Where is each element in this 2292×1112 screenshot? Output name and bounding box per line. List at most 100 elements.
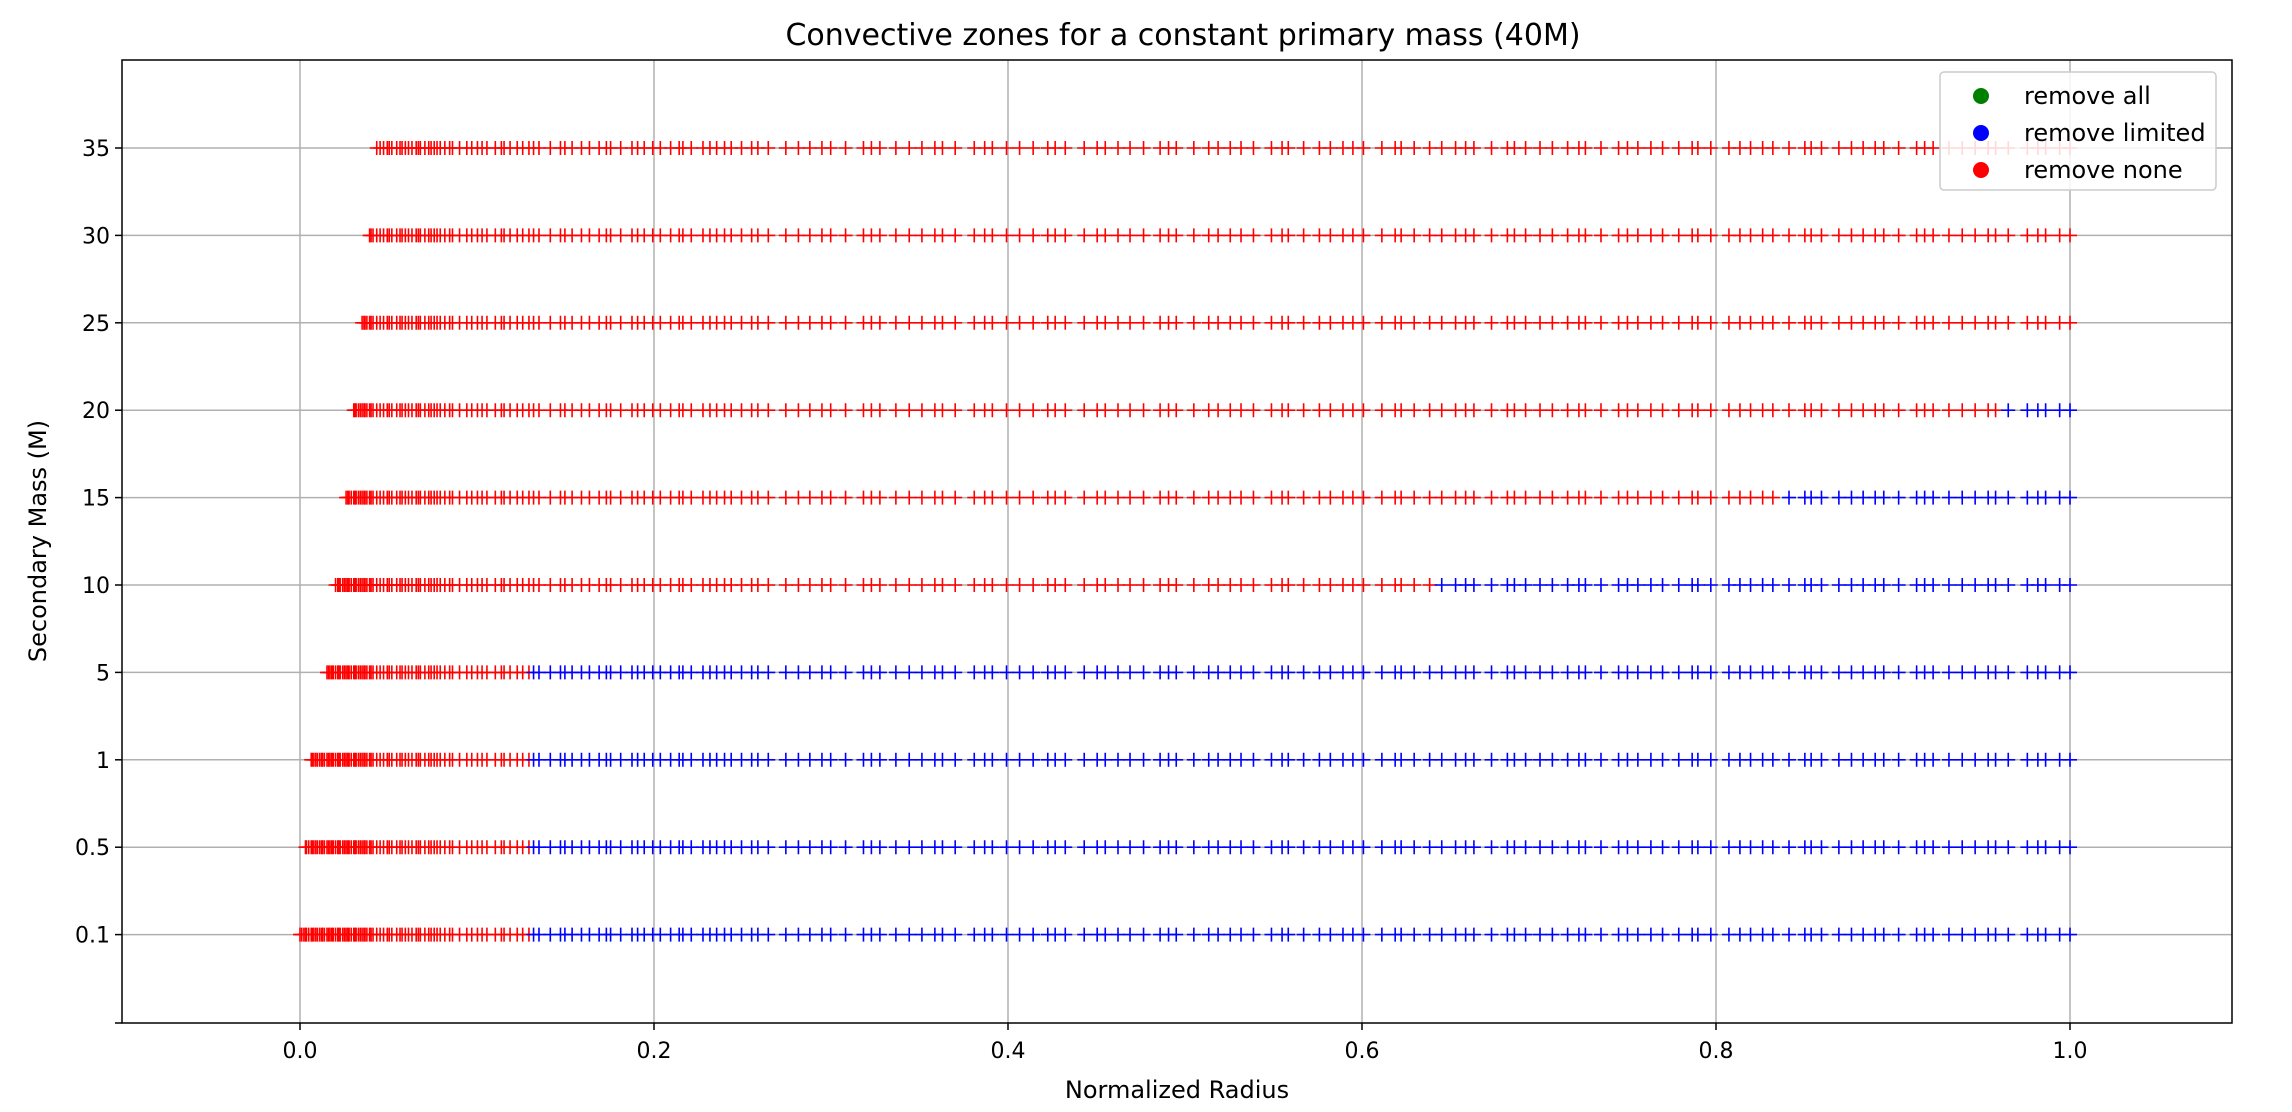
marker-remove-none bbox=[1058, 403, 1073, 418]
marker-remove-limited bbox=[1891, 578, 1906, 592]
legend-marker bbox=[1973, 88, 1989, 104]
marker-remove-limited bbox=[1941, 752, 1956, 767]
marker-remove-limited bbox=[1532, 665, 1547, 680]
marker-remove-limited bbox=[1422, 840, 1437, 855]
marker-remove-limited bbox=[1781, 490, 1796, 505]
marker-remove-none bbox=[1926, 141, 1941, 155]
marker-remove-limited bbox=[999, 927, 1014, 942]
marker-remove-none bbox=[985, 141, 1000, 155]
y-tick-label: 0.1 bbox=[75, 924, 110, 949]
marker-remove-limited bbox=[1123, 840, 1138, 855]
marker-remove-limited bbox=[1876, 665, 1891, 680]
marker-remove-limited bbox=[1323, 665, 1338, 680]
marker-remove-none bbox=[778, 141, 793, 155]
y-tick-label: 30 bbox=[82, 224, 110, 249]
marker-remove-limited bbox=[1655, 752, 1670, 767]
marker-remove-limited bbox=[1296, 927, 1311, 942]
marker-remove-limited bbox=[1655, 840, 1670, 855]
marker-remove-none bbox=[1743, 141, 1758, 155]
marker-remove-limited bbox=[1926, 665, 1941, 680]
marker-remove-none bbox=[684, 141, 699, 155]
marker-remove-limited bbox=[778, 927, 793, 942]
marker-remove-limited bbox=[684, 840, 699, 855]
marker-remove-none bbox=[1856, 228, 1871, 243]
marker-remove-none bbox=[838, 141, 853, 155]
marker-remove-none bbox=[948, 403, 963, 418]
marker-remove-none bbox=[1281, 315, 1296, 330]
marker-remove-limited bbox=[1765, 927, 1780, 942]
marker-remove-limited bbox=[1077, 752, 1092, 767]
chart-title: Convective zones for a constant primary … bbox=[785, 18, 1580, 53]
marker-remove-limited bbox=[1422, 665, 1437, 680]
marker-remove-limited bbox=[1518, 665, 1533, 680]
marker-remove-none bbox=[1484, 315, 1499, 330]
marker-remove-limited bbox=[1988, 927, 2003, 942]
marker-remove-none bbox=[1814, 403, 1829, 418]
marker-remove-none bbox=[1434, 228, 1449, 243]
marker-remove-none bbox=[838, 490, 853, 505]
marker-remove-limited bbox=[1246, 840, 1261, 855]
marker-remove-none bbox=[1246, 403, 1261, 418]
marker-remove-none bbox=[1955, 228, 1970, 243]
marker-remove-none bbox=[985, 315, 1000, 330]
marker-remove-none bbox=[1407, 578, 1422, 592]
marker-remove-limited bbox=[838, 840, 853, 855]
marker-remove-none bbox=[1781, 228, 1796, 243]
marker-remove-limited bbox=[1743, 752, 1758, 767]
marker-remove-limited bbox=[1466, 665, 1481, 680]
marker-remove-limited bbox=[1077, 665, 1092, 680]
marker-remove-limited bbox=[1110, 927, 1125, 942]
marker-remove-none bbox=[1655, 228, 1670, 243]
marker-remove-limited bbox=[2038, 840, 2053, 855]
marker-remove-none bbox=[1407, 141, 1422, 155]
marker-remove-none bbox=[888, 228, 903, 243]
marker-remove-limited bbox=[1926, 752, 1941, 767]
marker-remove-none bbox=[761, 228, 776, 243]
marker-remove-none bbox=[1955, 315, 1970, 330]
marker-remove-limited bbox=[1211, 752, 1226, 767]
marker-remove-none bbox=[1703, 490, 1718, 505]
marker-remove-none bbox=[1169, 490, 1184, 505]
marker-remove-none bbox=[1296, 141, 1311, 155]
marker-remove-none bbox=[1968, 228, 1983, 243]
marker-remove-none bbox=[802, 228, 817, 243]
marker-remove-none bbox=[684, 403, 699, 418]
marker-remove-none bbox=[1136, 578, 1151, 592]
marker-remove-none bbox=[1012, 315, 1027, 330]
marker-remove-none bbox=[1856, 403, 1871, 418]
marker-row bbox=[369, 141, 2077, 155]
marker-remove-none bbox=[1058, 315, 1073, 330]
marker-remove-none bbox=[1356, 490, 1371, 505]
marker-remove-none bbox=[1026, 578, 1041, 592]
marker-remove-limited bbox=[948, 665, 963, 680]
marker-remove-limited bbox=[1234, 752, 1249, 767]
marker-remove-none bbox=[1394, 403, 1409, 418]
marker-remove-none bbox=[1026, 403, 1041, 418]
marker-remove-limited bbox=[1518, 578, 1533, 592]
marker-remove-none bbox=[1578, 490, 1593, 505]
y-tick-label: 5 bbox=[96, 661, 110, 686]
marker-remove-limited bbox=[1671, 665, 1686, 680]
marker-remove-limited bbox=[1323, 927, 1338, 942]
marker-remove-limited bbox=[1630, 665, 1645, 680]
marker-remove-limited bbox=[1211, 665, 1226, 680]
marker-remove-none bbox=[1545, 490, 1560, 505]
marker-remove-limited bbox=[1671, 752, 1686, 767]
marker-remove-limited bbox=[902, 927, 917, 942]
marker-remove-limited bbox=[1814, 665, 1829, 680]
marker-remove-limited bbox=[1593, 578, 1608, 592]
marker-remove-none bbox=[1593, 403, 1608, 418]
marker-remove-none bbox=[948, 578, 963, 592]
marker-remove-limited bbox=[1814, 578, 1829, 592]
marker-remove-limited bbox=[872, 665, 887, 680]
marker-remove-limited bbox=[872, 752, 887, 767]
marker-remove-limited bbox=[1926, 490, 1941, 505]
marker-remove-none bbox=[1012, 228, 1027, 243]
marker-remove-none bbox=[1968, 315, 1983, 330]
marker-remove-none bbox=[948, 490, 963, 505]
marker-remove-none bbox=[802, 403, 817, 418]
marker-remove-none bbox=[1058, 141, 1073, 155]
marker-remove-none bbox=[935, 403, 950, 418]
marker-remove-limited bbox=[1545, 752, 1560, 767]
